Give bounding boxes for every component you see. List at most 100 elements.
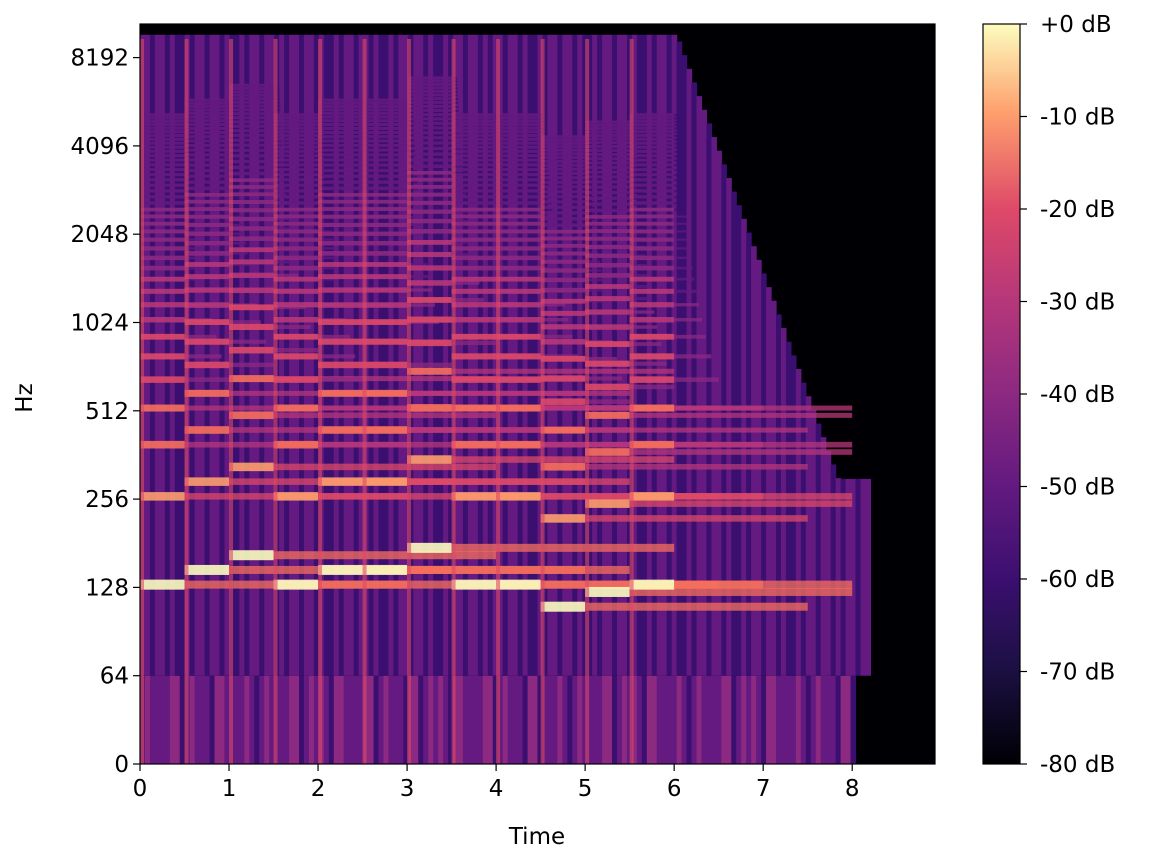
heatmap-cell <box>585 123 630 127</box>
heatmap-cell <box>540 266 560 270</box>
heatmap-cell <box>674 138 681 141</box>
heatmap-cell <box>830 464 837 676</box>
heatmap-cell <box>154 675 161 764</box>
heatmap-cell <box>273 347 319 353</box>
heatmap-cell <box>144 675 151 764</box>
heatmap-cell <box>403 34 409 676</box>
heatmap-cell <box>451 137 497 141</box>
heatmap-cell <box>795 368 802 676</box>
heatmap-cell <box>496 221 541 226</box>
heatmap-cell <box>318 184 328 187</box>
heatmap-cell <box>597 34 603 676</box>
heatmap-cell <box>273 217 290 221</box>
heatmap-cell <box>451 207 497 212</box>
heatmap-cell <box>407 152 452 156</box>
heatmap-cell <box>512 675 519 764</box>
heatmap-cell <box>540 251 586 256</box>
heatmap-cell <box>313 675 320 764</box>
heatmap-cell <box>368 675 375 764</box>
heatmap-cell <box>373 34 380 676</box>
heatmap-cell <box>184 230 199 233</box>
heatmap-cell <box>229 339 267 344</box>
heatmap-cell <box>766 675 772 764</box>
heatmap-cell <box>497 675 504 764</box>
heatmap-cell <box>629 181 639 184</box>
heatmap-cell <box>140 137 185 141</box>
heatmap-cell <box>451 340 497 346</box>
heatmap-cell <box>467 675 474 764</box>
heatmap-cell <box>674 493 853 500</box>
heatmap-cell <box>674 238 689 241</box>
heatmap-cell <box>140 288 185 294</box>
heatmap-cell <box>318 277 339 281</box>
heatmap-cell <box>585 284 630 289</box>
heatmap-cell <box>674 190 685 193</box>
heatmap-cell <box>585 229 630 233</box>
heatmap-cell <box>805 675 812 764</box>
heatmap-cell <box>407 455 452 464</box>
heatmap-cell <box>229 200 274 205</box>
heatmap-cell <box>229 259 274 265</box>
heatmap-cell <box>585 602 808 611</box>
heatmap-cell <box>540 174 550 177</box>
heatmap-cell <box>273 551 497 560</box>
heatmap-cell <box>540 163 586 167</box>
heatmap-cell <box>318 153 363 157</box>
heatmap-cell <box>674 441 853 448</box>
heatmap-cell <box>362 199 408 204</box>
heatmap-cell <box>540 190 586 194</box>
heatmap-cell <box>771 675 777 764</box>
heatmap-cell <box>540 180 586 184</box>
x-tick-label: 2 <box>311 776 326 802</box>
heatmap-cell <box>318 441 541 448</box>
heatmap-cell <box>184 153 230 157</box>
heatmap-cell <box>540 159 586 163</box>
heatmap-cell <box>219 34 226 676</box>
heatmap-cell <box>540 217 586 221</box>
heatmap-cell <box>362 143 408 147</box>
heatmap-cell <box>674 317 702 322</box>
heatmap-cell <box>681 675 688 764</box>
heatmap-cell <box>273 207 319 212</box>
heatmap-cell <box>362 135 408 139</box>
heatmap-cell <box>451 132 461 135</box>
heatmap-cell <box>496 404 541 412</box>
heatmap-cell <box>726 675 732 764</box>
heatmap-cell <box>585 376 623 381</box>
heatmap-cell <box>540 223 586 227</box>
heatmap-cell <box>451 149 497 153</box>
heatmap-cell <box>407 76 452 80</box>
heatmap-cell <box>249 34 255 676</box>
heatmap-cell <box>184 148 230 152</box>
heatmap-cell <box>850 675 857 764</box>
heatmap-cell <box>674 120 681 123</box>
heatmap-cell <box>674 222 688 225</box>
heatmap-cell <box>184 111 230 115</box>
heatmap-cell <box>674 580 853 589</box>
heatmap-cell <box>318 240 363 246</box>
heatmap-cell <box>388 34 395 676</box>
heatmap-cell <box>540 268 586 273</box>
heatmap-cell <box>407 113 452 117</box>
heatmap-cell <box>184 98 230 102</box>
heatmap-cell <box>451 492 497 501</box>
heatmap-cell <box>362 287 408 293</box>
heatmap-cell <box>666 675 673 764</box>
colorbar-tick-label: -50 dB <box>1040 475 1115 501</box>
heatmap-cell <box>318 196 329 199</box>
heatmap-cell <box>496 201 541 205</box>
heatmap-cell <box>636 675 643 764</box>
heatmap-cell <box>407 263 428 266</box>
heatmap-cell <box>184 287 230 293</box>
heatmap-cell <box>629 384 675 390</box>
heatmap-cell <box>629 325 658 329</box>
heatmap-cell <box>850 478 857 676</box>
heatmap-cell <box>343 675 350 764</box>
heatmap-cell <box>407 404 452 412</box>
heatmap-cell <box>451 302 497 308</box>
heatmap-cell <box>273 158 319 162</box>
x-axis: 0 1 2 3 4 5 6 7 8 <box>133 764 860 802</box>
heatmap-cell <box>629 158 675 162</box>
heatmap-cell <box>674 142 682 145</box>
heatmap-cell <box>674 174 684 177</box>
